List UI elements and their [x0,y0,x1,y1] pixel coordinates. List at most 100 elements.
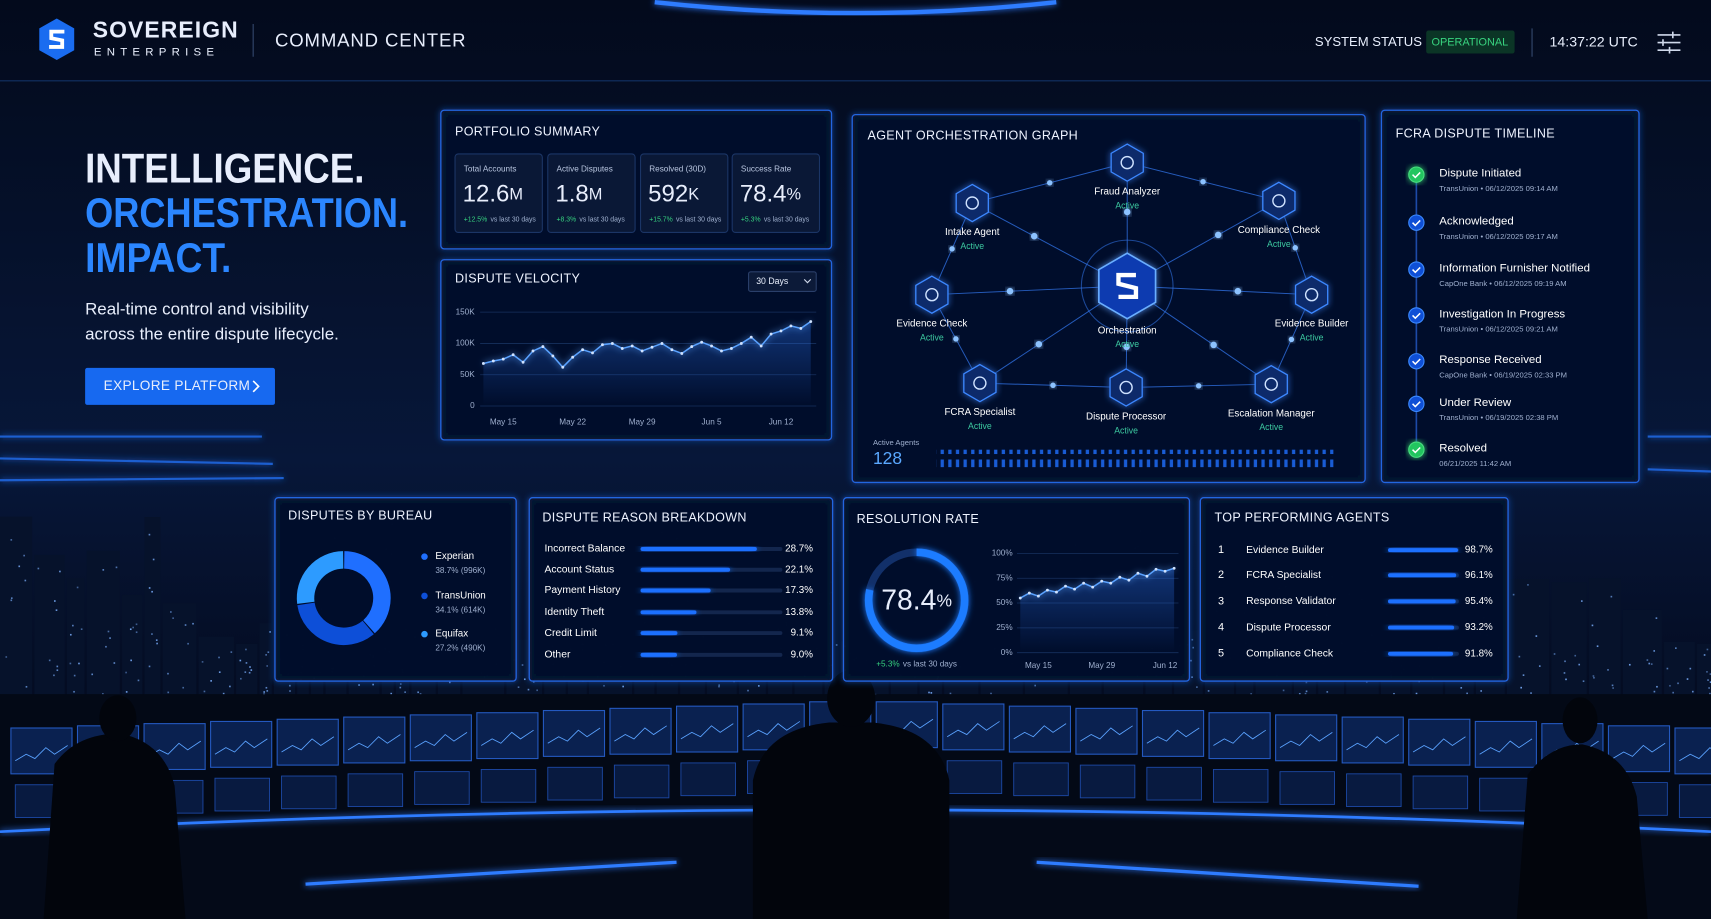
line-point [690,345,694,348]
line-point [1036,594,1040,598]
button-label[interactable]: EXPLORE PLATFORM [104,378,251,393]
bar-label: Evidence Builder [1246,545,1324,556]
window-light [148,587,151,589]
kpi-delta: +12.5% [464,216,487,223]
window-light [155,639,158,641]
monitor-trace [214,738,268,755]
line-point [1172,566,1176,570]
window-light [1669,684,1671,687]
window-light [930,692,933,694]
event-meta: 06/21/2025 11:42 AM [1439,459,1511,468]
monitor-trace [747,721,801,738]
window-light [399,683,402,685]
window-light [1480,690,1482,692]
kpi-note: vs last 30 days [490,216,536,223]
line-point [601,343,604,347]
node-label: Evidence Builder [1275,319,1349,330]
window-light [218,671,221,674]
panel-title: DISPUTE REASON BREAKDOWN [542,511,746,525]
chevron[interactable] [252,380,260,393]
window-light [37,567,40,570]
panel-title: TOP PERFORMING AGENTS [1215,511,1390,525]
timeline-dot [1408,395,1425,413]
window-light [404,691,406,693]
monitor [276,718,339,766]
monitor-low [946,760,1003,794]
event-title: Acknowledged [1439,216,1513,228]
x-tick-label: Jun 12 [1153,661,1178,670]
monitor [409,714,472,762]
window-light [148,665,151,668]
building [34,554,65,699]
bar [1388,599,1456,604]
node-label: Escalation Manager [1228,408,1315,419]
building [259,623,272,699]
timeline-dot [1408,214,1425,231]
monitor-low [214,777,270,812]
line-point [1064,584,1067,588]
timeline-check [1412,266,1421,274]
bar-value: 28.7% [785,544,813,555]
node-status: Active [1259,422,1283,432]
rank: 2 [1218,569,1224,581]
legend-label: Equifax [435,629,468,640]
dropdown-caret[interactable] [803,279,812,284]
window-light [249,666,251,668]
agent-icon [973,376,987,390]
monitor-low [414,771,470,805]
window-light [1520,686,1522,689]
window-light [56,665,59,668]
line-point [610,342,614,345]
monitor [210,720,273,768]
window-light [718,685,720,688]
agent-icon [1272,194,1286,208]
window-light [266,690,269,692]
bar-label: Dispute Processor [1246,622,1331,633]
monitor-low [347,773,404,808]
window-light [1653,690,1656,693]
timeline-panel [1380,109,1640,484]
window-light [10,539,13,541]
line-point [481,362,485,365]
active-agents-label: Active Agents [873,438,919,447]
window-light [184,624,187,626]
line-series [483,320,812,369]
kpi-label: Resolved (30D) [649,164,706,173]
kpi-change: +15.7% vs last 30 days [649,216,722,223]
settings-icon[interactable] [1657,31,1681,54]
window-light [289,690,291,692]
window-light [928,691,930,694]
node-label: Fraud Analyzer [1094,187,1161,198]
kpi-change: +12.5% vs last 30 days [464,216,537,223]
operator [43,733,186,919]
window-light [25,685,28,688]
bar-value: 17.3% [785,585,813,596]
window-light [113,662,116,664]
range-dropdown[interactable] [748,271,817,292]
event-title: Response Received [1439,354,1541,366]
timeline-check [1412,358,1421,366]
line-point [1082,581,1086,585]
donut-segment [296,551,344,604]
window-light [203,690,206,693]
node-label: Orchestration [1098,325,1157,336]
window-light [1611,684,1614,687]
node-label: Intake Agent [945,227,1000,238]
line-point [571,355,575,359]
agent-node [1254,364,1288,404]
window-light [372,683,374,686]
rank: 4 [1218,621,1224,633]
window-light [172,617,174,619]
window-light [1592,675,1595,677]
range-label[interactable]: 30 Days [756,276,789,286]
monitor [542,709,606,757]
line-point [729,347,733,350]
change-note: vs last 30 days [903,660,957,669]
window-light [419,693,422,695]
window-light [182,686,185,689]
graph-pulse [1234,287,1242,295]
graph-pulse [1047,180,1053,186]
explore-button[interactable] [85,367,275,405]
window-light [218,656,220,659]
x-tick-label: May 22 [559,418,586,427]
